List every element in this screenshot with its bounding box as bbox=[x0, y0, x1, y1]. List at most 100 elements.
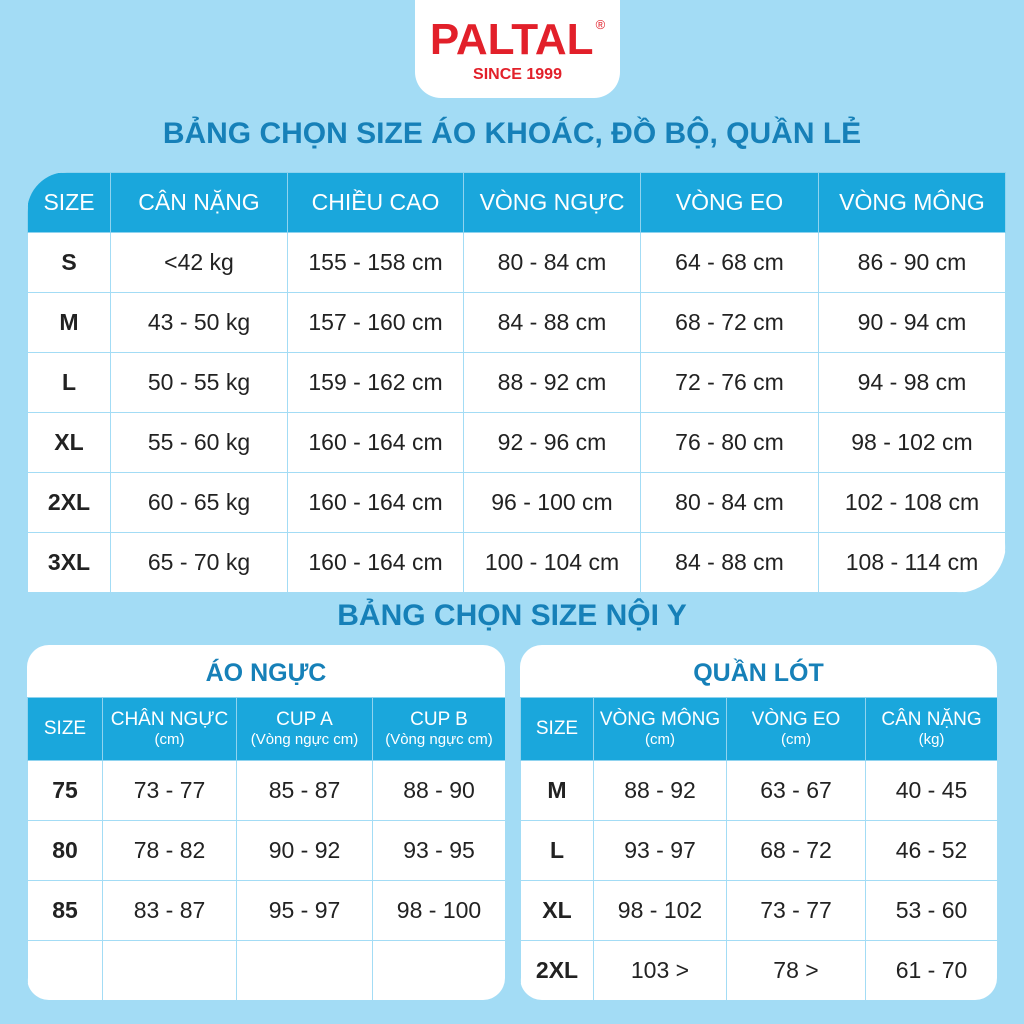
table-cell: 76 - 80 cm bbox=[640, 412, 819, 473]
header-label: CHÂN NGỰC bbox=[110, 709, 229, 730]
header-unit: (Vòng ngực cm) bbox=[250, 731, 359, 748]
logo-brand: PALTAL bbox=[429, 15, 594, 64]
table-cell: 160 - 164 cm bbox=[287, 472, 464, 533]
table-cell: 88 - 92 bbox=[593, 760, 727, 821]
column-header: CUP A (Vòng ngực cm) bbox=[236, 697, 373, 761]
header-unit: (Vòng ngực cm) bbox=[385, 731, 493, 748]
table-cell: 80 - 84 cm bbox=[640, 472, 819, 533]
column-header: SIZE bbox=[27, 172, 111, 233]
column-header: VÒNG MÔNG (cm) bbox=[593, 697, 727, 761]
table-cell: 68 - 72 bbox=[726, 820, 866, 881]
size-cell: S bbox=[27, 232, 111, 293]
column-header: VÒNG NGỰC bbox=[463, 172, 641, 233]
header-label: CÂN NẶNG bbox=[881, 709, 982, 730]
size-cell: 3XL bbox=[27, 532, 111, 593]
table-cell: 43 - 50 kg bbox=[110, 292, 288, 353]
column-header: CHÂN NGỰC (cm) bbox=[102, 697, 237, 761]
size-cell: M bbox=[520, 760, 594, 821]
table-cell: 46 - 52 bbox=[865, 820, 997, 881]
header-label: SIZE bbox=[43, 718, 87, 739]
table-cell bbox=[236, 940, 373, 1000]
underwear-title: BẢNG CHỌN SIZE NỘI Y bbox=[337, 599, 687, 632]
size-cell: L bbox=[27, 352, 111, 413]
header-unit: (kg) bbox=[918, 731, 945, 748]
table-cell: 78 > bbox=[726, 940, 866, 1000]
table-cell: 72 - 76 cm bbox=[640, 352, 819, 413]
column-header: SIZE bbox=[27, 697, 103, 761]
column-header: VÒNG EO (cm) bbox=[726, 697, 866, 761]
header-label: VÒNG MÔNG bbox=[599, 709, 721, 730]
column-header: CÂN NẶNG (kg) bbox=[865, 697, 997, 761]
registered-mark: ® bbox=[595, 17, 606, 32]
table-cell: 88 - 90 bbox=[372, 760, 505, 821]
table-cell: 64 - 68 cm bbox=[640, 232, 819, 293]
table-cell: 102 - 108 cm bbox=[818, 472, 1006, 533]
table-row: M 43 - 50 kg 157 - 160 cm 84 - 88 cm 68 - 72… bbox=[27, 292, 1006, 353]
table-cell: 93 - 95 bbox=[372, 820, 505, 881]
logo-brand-line: PALTAL ® bbox=[415, 18, 620, 62]
table-row: L 93 - 97 68 - 72 46 - 52 bbox=[520, 820, 997, 881]
table-cell: 94 - 98 cm bbox=[818, 352, 1006, 413]
table-row: 3XL 65 - 70 kg 160 - 164 cm 100 - 104 cm 84 … bbox=[27, 532, 1006, 593]
table-cell: 68 - 72 cm bbox=[640, 292, 819, 353]
table-cell: 160 - 164 cm bbox=[287, 412, 464, 473]
header-unit: (cm) bbox=[154, 731, 185, 748]
table-cell: 80 - 84 cm bbox=[463, 232, 641, 293]
main-title: BẢNG CHỌN SIZE ÁO KHOÁC, ĐỒ BỘ, QUẦN LẺ bbox=[162, 117, 862, 150]
table-cell: 93 - 97 bbox=[593, 820, 727, 881]
table-cell: 61 - 70 bbox=[865, 940, 997, 1000]
column-header: CÂN NẶNG bbox=[110, 172, 288, 233]
bra-title: ÁO NGỰC bbox=[205, 659, 327, 687]
table-cell: 53 - 60 bbox=[865, 880, 997, 941]
table-row: XL 98 - 102 73 - 77 53 - 60 bbox=[520, 880, 997, 941]
table-row: XL 55 - 60 kg 160 - 164 cm 92 - 96 cm 76 - 8… bbox=[27, 412, 1006, 473]
table-cell: 90 - 94 cm bbox=[818, 292, 1006, 353]
table-cell: 108 - 114 cm bbox=[818, 532, 1006, 593]
table-row: 2XL 103 >78 >61 - 70 bbox=[520, 940, 997, 1000]
table-cell: 86 - 90 cm bbox=[818, 232, 1006, 293]
size-cell: XL bbox=[520, 880, 594, 941]
size-cell: M bbox=[27, 292, 111, 353]
size-cell: 85 bbox=[27, 880, 103, 941]
table-cell: 103 > bbox=[593, 940, 727, 1000]
panty-table: SIZE VÒNG MÔNG (cm) VÒNG EO (cm) CÂN NẶNG (kg)… bbox=[520, 697, 997, 1000]
column-header: VÒNG EO bbox=[640, 172, 819, 233]
size-cell: 2XL bbox=[27, 472, 111, 533]
bra-panel: ÁO NGỰC SIZE CHÂN NGỰC (cm) CUP A (Vòng ngực… bbox=[27, 645, 505, 1000]
column-header: VÒNG MÔNG bbox=[818, 172, 1006, 233]
header-label: VÒNG EO bbox=[751, 709, 841, 730]
column-header: CUP B (Vòng ngực cm) bbox=[372, 697, 505, 761]
table-cell: 98 - 102 cm bbox=[818, 412, 1006, 473]
table-cell: 157 - 160 cm bbox=[287, 292, 464, 353]
size-cell: XL bbox=[27, 412, 111, 473]
table-cell: 90 - 92 bbox=[236, 820, 373, 881]
table-cell: 95 - 97 bbox=[236, 880, 373, 941]
size-cell: 2XL bbox=[520, 940, 594, 1000]
table-cell bbox=[372, 940, 505, 1000]
size-cell bbox=[27, 940, 103, 1000]
column-header: CHIỀU CAO bbox=[287, 172, 464, 233]
table-cell: 84 - 88 cm bbox=[640, 532, 819, 593]
table-cell: 88 - 92 cm bbox=[463, 352, 641, 413]
size-cell: 75 bbox=[27, 760, 103, 821]
table-cell: 85 - 87 bbox=[236, 760, 373, 821]
panty-panel: QUẦN LÓT SIZE VÒNG MÔNG (cm) VÒNG EO (cm) CÂN… bbox=[520, 645, 997, 1000]
header-label: CUP B bbox=[410, 709, 468, 730]
logo-since: SINCE 1999 bbox=[473, 66, 562, 83]
table-cell: 98 - 100 bbox=[372, 880, 505, 941]
table-cell: 63 - 67 bbox=[726, 760, 866, 821]
table-row: 80 78 - 82 90 - 92 93 - 95 bbox=[27, 820, 505, 881]
header-unit: (cm) bbox=[781, 731, 811, 748]
table-cell bbox=[102, 940, 237, 1000]
table-row: L 50 - 55 kg 159 - 162 cm 88 - 92 cm 72 - 76… bbox=[27, 352, 1006, 413]
table-cell: 40 - 45 bbox=[865, 760, 997, 821]
table-cell: 98 - 102 bbox=[593, 880, 727, 941]
table-cell: 65 - 70 kg bbox=[110, 532, 288, 593]
table-cell: 60 - 65 kg bbox=[110, 472, 288, 533]
table-cell: 73 - 77 bbox=[726, 880, 866, 941]
table-cell: <42 kg bbox=[110, 232, 288, 293]
size-cell: 80 bbox=[27, 820, 103, 881]
table-cell: 159 - 162 cm bbox=[287, 352, 464, 413]
table-cell: 73 - 77 bbox=[102, 760, 237, 821]
table-cell: 160 - 164 cm bbox=[287, 532, 464, 593]
